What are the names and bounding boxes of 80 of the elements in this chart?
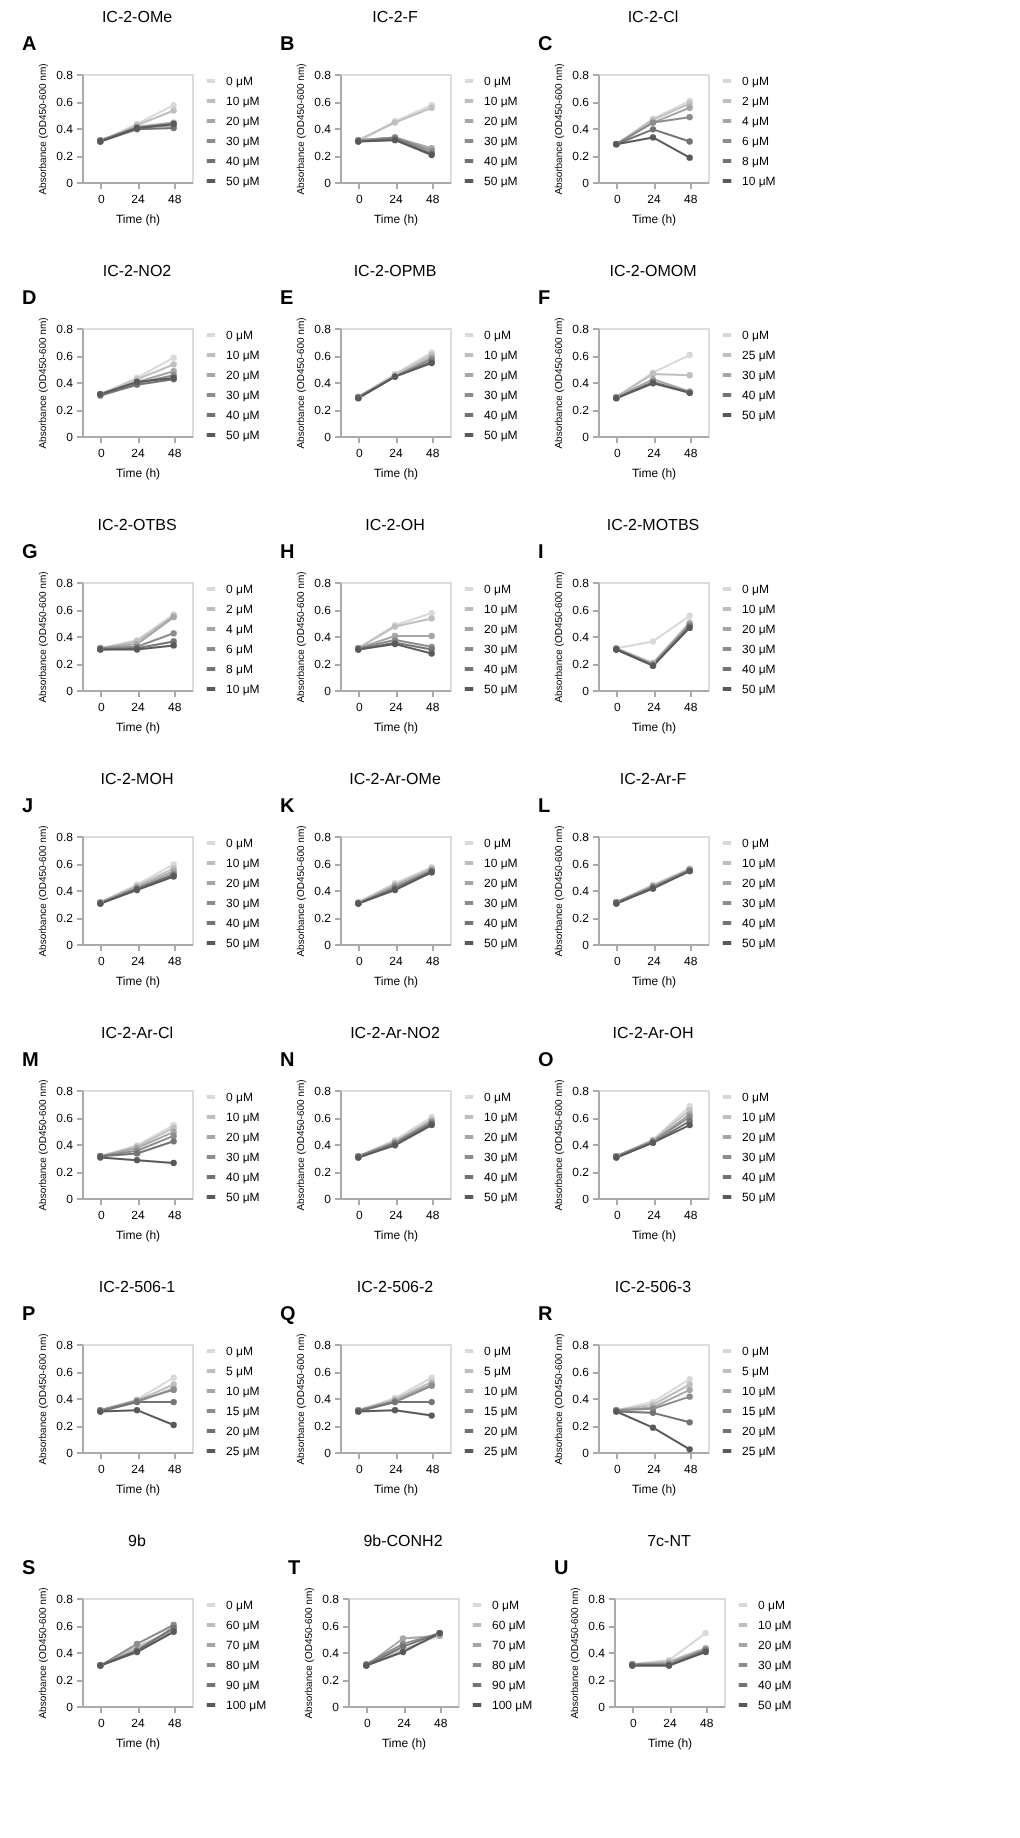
text: O: [538, 1050, 554, 1072]
point: [686, 114, 693, 121]
text: N: [280, 1050, 295, 1072]
point: [170, 1138, 177, 1145]
point: [170, 1421, 177, 1429]
chart-title: IC-2-OMOM: [609, 262, 698, 280]
point: [686, 1419, 693, 1426]
chart-title: IC-2-Ar-OH: [612, 1024, 694, 1042]
point: [170, 101, 177, 109]
point: [428, 1412, 435, 1419]
point: [399, 1635, 407, 1642]
chart-title: 9b: [128, 1532, 147, 1550]
text: R: [538, 1304, 554, 1326]
point: [686, 1386, 693, 1394]
point: [170, 107, 177, 114]
text: U: [554, 1558, 569, 1580]
text: Q: [280, 1304, 296, 1326]
text: K: [280, 796, 296, 818]
text: F: [538, 288, 551, 310]
point: [686, 1381, 693, 1388]
chart-title: IC-2-Ar-F: [619, 770, 687, 788]
point: [170, 354, 177, 361]
point: [649, 638, 657, 645]
text: M: [22, 1050, 39, 1072]
point: [649, 126, 657, 133]
text: P: [22, 1304, 36, 1326]
point: [170, 1159, 177, 1167]
chart-title: IC-2-506-1: [98, 1278, 177, 1296]
chart-title: IC-2-OPMB: [353, 262, 437, 280]
text: D: [22, 288, 37, 310]
text: I: [538, 542, 544, 564]
point: [686, 154, 693, 161]
point: [170, 1398, 177, 1406]
text: T: [288, 1558, 301, 1580]
point: [686, 1375, 693, 1383]
text: C: [538, 34, 553, 56]
point: [391, 1406, 399, 1414]
chart-title: 7c-NT: [647, 1532, 691, 1550]
chart-title: IC-2-Cl: [627, 8, 679, 26]
text: H: [280, 542, 295, 564]
text: G: [22, 542, 38, 564]
chart-title: IC-2-506-3: [614, 1278, 693, 1296]
point: [170, 630, 177, 637]
point: [428, 632, 435, 640]
point: [649, 134, 657, 141]
text: A: [22, 34, 37, 56]
text: L: [538, 796, 551, 818]
point: [170, 1374, 177, 1381]
chart-title: 9b-CONH2: [363, 1532, 444, 1550]
point: [170, 1132, 177, 1140]
text: J: [22, 796, 34, 818]
point: [649, 1424, 657, 1431]
point: [686, 351, 693, 359]
chart-title: IC-2-Ar-NO2: [350, 1024, 441, 1042]
text: S: [22, 1558, 36, 1580]
chart-title: IC-2-OH: [365, 516, 426, 534]
point: [133, 1406, 141, 1414]
chart-title: IC-2-OMe: [101, 8, 174, 26]
text: B: [280, 34, 295, 56]
point: [170, 361, 177, 368]
point: [686, 138, 693, 145]
point: [686, 612, 693, 619]
point: [649, 1409, 657, 1417]
chart-title: IC-2-NO2: [102, 262, 173, 280]
point: [686, 1446, 693, 1453]
chart-title: IC-2-MOTBS: [606, 516, 700, 534]
point: [428, 609, 435, 617]
chart-title: IC-2-F: [372, 8, 418, 26]
chart-title: IC-2-Ar-Cl: [101, 1024, 174, 1042]
chart-title: IC-2-OTBS: [97, 516, 177, 534]
point: [428, 1398, 435, 1406]
point: [686, 1393, 693, 1400]
chart-title: IC-2-506-2: [356, 1278, 435, 1296]
chart-title: IC-2-MOH: [100, 770, 174, 788]
text: E: [280, 288, 294, 310]
point: [133, 1157, 141, 1164]
chart-title: IC-2-Ar-OMe: [349, 770, 442, 788]
point: [428, 615, 435, 622]
point: [702, 1629, 709, 1637]
point: [686, 372, 693, 379]
